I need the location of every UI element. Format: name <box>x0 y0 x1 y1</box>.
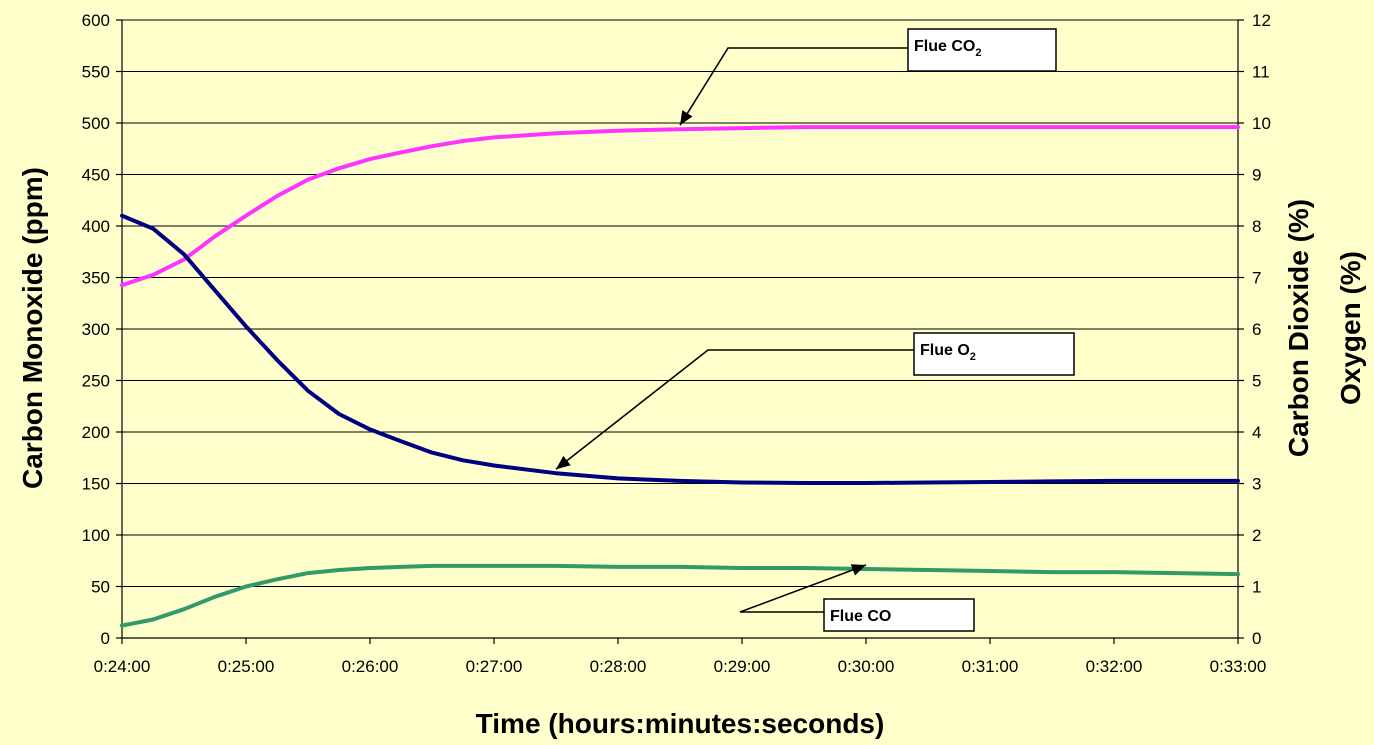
callout-flue-o2: Flue O2 <box>555 332 1075 470</box>
y-axis-right-title-line2: Oxygen (%) <box>1335 251 1366 405</box>
x-axis-title: Time (hours:minutes:seconds) <box>476 708 885 739</box>
series-line-flue-co <box>120 563 1240 628</box>
left-tick-label: 500 <box>82 114 110 133</box>
callout-label: Flue O2 <box>920 342 976 363</box>
left-tick-label: 250 <box>82 372 110 391</box>
callouts: Flue CO2 Flue O2 Flue CO <box>555 28 1075 632</box>
callout-box <box>907 28 1057 72</box>
right-tick-label: 0 <box>1252 629 1261 648</box>
left-tick-label: 200 <box>82 423 110 442</box>
callout-leader-line <box>679 47 908 126</box>
series-line-flue-co2 <box>120 125 1240 288</box>
right-tick-label: 9 <box>1252 166 1261 185</box>
x-tick-label: 0:33:00 <box>1210 657 1267 676</box>
right-tick-label: 4 <box>1252 423 1261 442</box>
right-tick-label: 3 <box>1252 475 1261 494</box>
left-tick-label: 50 <box>91 578 110 597</box>
left-tick-label: 300 <box>82 320 110 339</box>
x-tick-label: 0:31:00 <box>962 657 1019 676</box>
left-tick-label: 150 <box>82 475 110 494</box>
callout-arrowhead <box>556 455 571 470</box>
series-line-flue-o2 <box>120 213 1240 485</box>
right-tick-label: 5 <box>1252 372 1261 391</box>
x-tick-label: 0:24:00 <box>94 657 151 676</box>
x-axis-ticks: 0:24:00 0:25:00 0:26:00 0:27:00 0:28:00 0:29:… <box>94 638 1267 676</box>
right-tick-label: 2 <box>1252 526 1261 545</box>
x-tick-label: 0:29:00 <box>714 657 771 676</box>
x-tick-label: 0:26:00 <box>342 657 399 676</box>
y-axis-right-title-line1: Carbon Dioxide (%) <box>1283 199 1314 457</box>
left-tick-label: 0 <box>101 629 110 648</box>
gridlines <box>122 19 1238 587</box>
right-tick-label: 7 <box>1252 269 1261 288</box>
y-axis-left-title: Carbon Monoxide (ppm) <box>17 167 48 489</box>
right-tick-label: 1 <box>1252 578 1261 597</box>
right-tick-label: 12 <box>1252 11 1271 30</box>
left-tick-label: 100 <box>82 526 110 545</box>
left-tick-label: 600 <box>82 11 110 30</box>
left-axis-ticks: 0 50 100 150 200 250 300 350 400 450 500 550 600 <box>82 11 122 648</box>
x-tick-label: 0:30:00 <box>838 657 895 676</box>
right-tick-label: 11 <box>1252 63 1270 82</box>
x-tick-label: 0:27:00 <box>466 657 523 676</box>
callout-arrowhead <box>680 110 693 126</box>
callout-box <box>823 598 975 632</box>
callout-box <box>913 332 1075 376</box>
callout-label: Flue CO2 <box>914 38 981 59</box>
callout-flue-co: Flue CO <box>739 564 975 632</box>
left-tick-label: 350 <box>82 269 110 288</box>
callout-leader-line <box>555 349 914 470</box>
right-tick-label: 6 <box>1252 320 1261 339</box>
series-layer <box>120 125 1240 628</box>
right-tick-label: 10 <box>1252 114 1271 133</box>
x-tick-label: 0:32:00 <box>1086 657 1143 676</box>
x-tick-label: 0:28:00 <box>590 657 647 676</box>
left-tick-label: 400 <box>82 217 110 236</box>
callout-leader-line <box>739 564 867 613</box>
callout-arrowhead <box>850 564 866 576</box>
left-tick-label: 450 <box>82 166 110 185</box>
callout-flue-co2: Flue CO2 <box>679 28 1057 126</box>
callout-label: Flue CO <box>830 608 891 625</box>
x-tick-label: 0:25:00 <box>218 657 275 676</box>
right-tick-label: 8 <box>1252 217 1261 236</box>
left-tick-label: 550 <box>82 63 110 82</box>
